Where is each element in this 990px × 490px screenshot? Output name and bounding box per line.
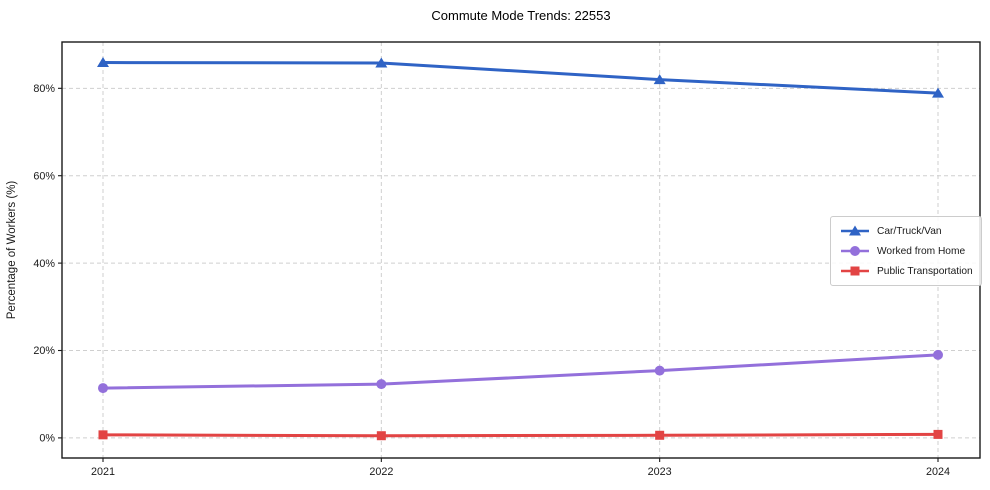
y-tick-label: 60% xyxy=(33,170,55,182)
legend-item-car-truck-van: Car/Truck/Van xyxy=(839,222,973,240)
legend-marker-car-truck-van xyxy=(849,225,861,236)
data-point-worked-from-home xyxy=(933,349,943,360)
data-point-public-transportation xyxy=(98,430,108,440)
legend-square-icon xyxy=(841,266,869,276)
legend-marker-public-transportation xyxy=(850,266,860,276)
legend-triangle-icon xyxy=(841,225,869,236)
legend-label: Worked from Home xyxy=(877,245,966,257)
legend-label: Public Transportation xyxy=(877,265,973,277)
data-point-car-truck-van xyxy=(653,74,666,85)
legend-label: Car/Truck/Van xyxy=(877,225,942,237)
data-point-car-truck-van xyxy=(97,57,109,68)
x-tick-label: 2024 xyxy=(926,466,950,478)
y-tick-label: 0% xyxy=(39,433,55,445)
y-axis-label: Percentage of Workers (%) xyxy=(6,181,18,320)
data-point-car-truck-van xyxy=(932,87,944,98)
data-point-worked-from-home xyxy=(376,379,387,390)
chart-title: Commute Mode Trends: 22553 xyxy=(431,8,611,23)
legend-marker-worked-from-home xyxy=(850,246,860,256)
x-tick-label: 2021 xyxy=(91,466,115,478)
y-tick-label: 40% xyxy=(33,258,55,270)
data-point-public-transportation xyxy=(933,429,943,439)
data-point-car-truck-van xyxy=(375,57,388,68)
series-line-worked-from-home xyxy=(101,353,940,390)
data-point-worked-from-home xyxy=(98,383,108,394)
legend-item-worked-from-home: Worked from Home xyxy=(839,242,973,260)
y-tick-label: 20% xyxy=(33,345,55,357)
series-line-public-transportation xyxy=(101,432,940,438)
series-line-car-truck-van xyxy=(101,61,940,95)
x-tick-label: 2022 xyxy=(369,466,393,478)
data-point-public-transportation xyxy=(655,430,665,440)
data-point-worked-from-home xyxy=(654,365,665,376)
chart-layer: 0% 20% 40% 60% 80% 2021 2022 2023 2024 xyxy=(33,41,981,478)
legend-item-public-transportation: Public Transportation xyxy=(839,262,973,280)
data-point-public-transportation xyxy=(376,431,386,441)
y-tick-label: 80% xyxy=(33,83,55,95)
legend-circle-icon xyxy=(841,246,869,256)
legend: Car/Truck/Van Worked from Home Public Tran… xyxy=(830,216,982,286)
x-tick-label: 2023 xyxy=(648,466,672,478)
